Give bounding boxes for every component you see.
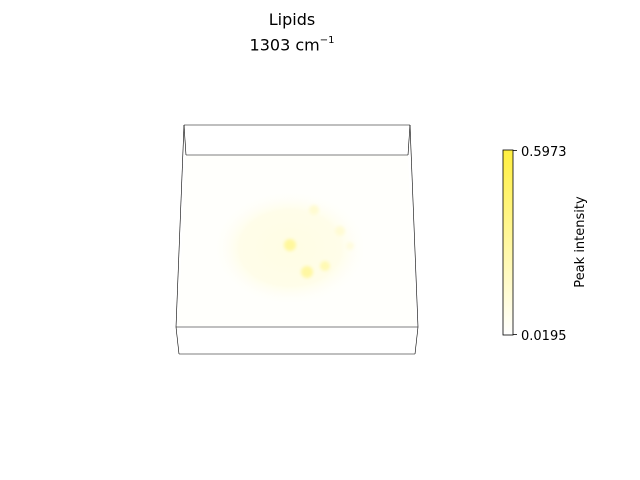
colorbar-max-label: 0.5973 (521, 145, 567, 160)
heatmap-spot-5 (309, 205, 319, 215)
box-left-bottom-post (175, 326, 180, 355)
colorbar-axis-label: Peak intensity (573, 196, 588, 288)
wavenumber-value: 1303 cm (249, 35, 320, 55)
box-right-bottom-post (414, 326, 419, 355)
heatmap-spot-6 (346, 242, 354, 250)
heatmap-spot-1 (284, 239, 296, 251)
box-front (175, 124, 419, 355)
heatmap-spot-2 (301, 266, 313, 278)
box-back-left-edge (175, 124, 185, 328)
box-back-right-edge (409, 124, 419, 328)
heatmap-spot-3 (320, 261, 330, 271)
wavenumber-exponent: −1 (319, 35, 335, 46)
box-back (175, 124, 419, 328)
colorbar-gradient (502, 149, 514, 336)
box-right-top-post (407, 124, 411, 156)
heatmap-spot-4 (335, 226, 345, 236)
colorbar: 0.5973 0.0195 Peak intensity (502, 145, 588, 344)
box-left-top-post (183, 124, 187, 156)
chart-title: Lipids (268, 10, 316, 29)
heatmap-spots (284, 205, 354, 278)
colorbar-min-label: 0.0195 (521, 329, 567, 344)
chart-subtitle: 1303 cm−1 (0, 32, 584, 55)
